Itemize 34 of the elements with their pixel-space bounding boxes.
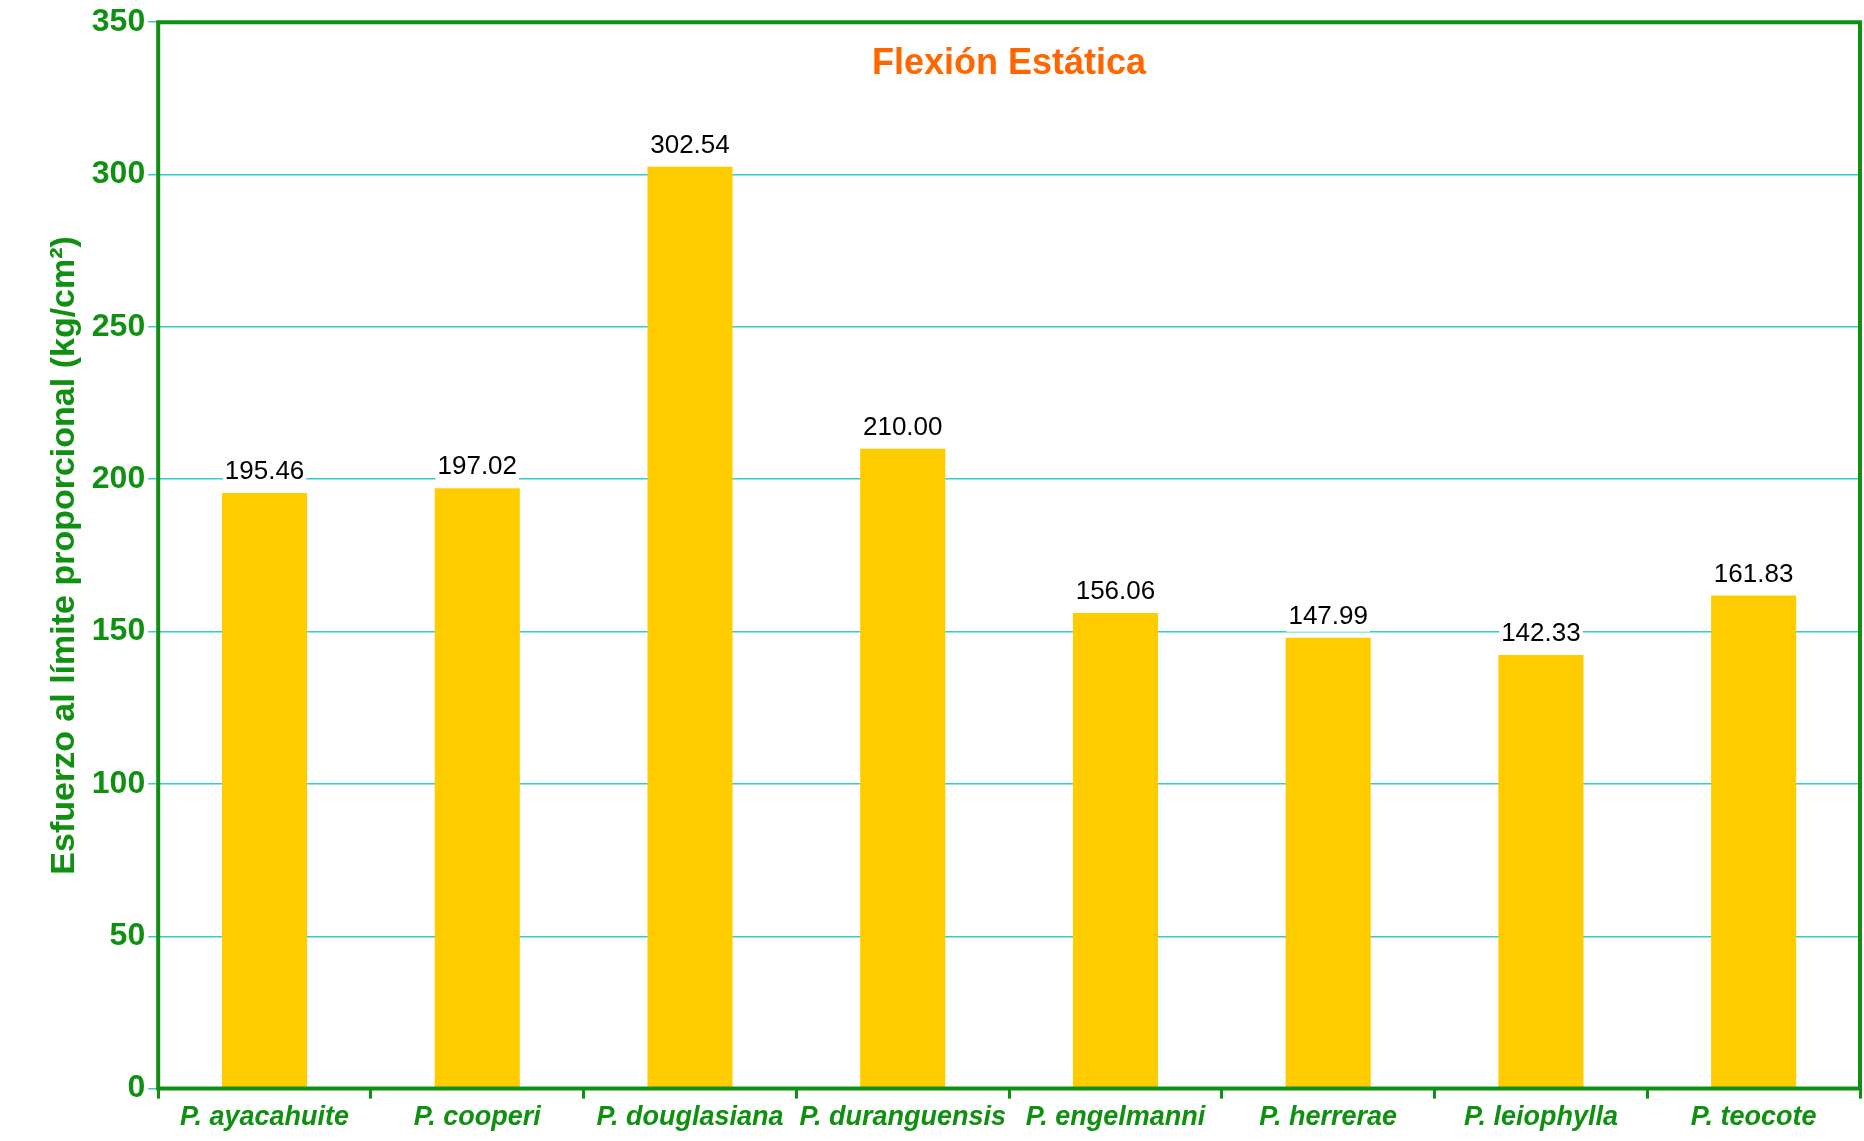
y-tick-label: 300 <box>91 154 146 191</box>
bar <box>1711 595 1797 1088</box>
bar <box>222 493 308 1088</box>
x-tick-label: P. ayacahuite <box>180 1101 350 1132</box>
bar <box>1072 613 1158 1088</box>
data-label: 195.46 <box>224 455 305 486</box>
bar <box>434 488 520 1088</box>
text: Flexión Estática <box>872 41 1148 83</box>
y-tick-label: 150 <box>91 611 146 648</box>
data-label: 156.06 <box>1075 575 1156 606</box>
y-tick-label: 200 <box>91 459 146 496</box>
bar <box>1285 637 1371 1088</box>
data-label: 142.33 <box>1501 617 1581 648</box>
y-tick-label: 100 <box>91 763 146 800</box>
data-label: 197.02 <box>437 450 518 481</box>
bar <box>860 448 946 1088</box>
y-axis-title: Esfuerzo al límite proporcional (kg/cm²) <box>42 236 81 875</box>
y-tick-label: 350 <box>91 2 146 39</box>
y-tick-label: 50 <box>109 916 146 953</box>
x-tick-label: P. engelmanni <box>1025 1101 1206 1132</box>
x-tick-label: P. douglasiana <box>596 1101 784 1132</box>
x-tick-label: P. herrerae <box>1259 1101 1397 1132</box>
data-label: 302.54 <box>650 128 730 159</box>
x-tick-label: P. cooperi <box>413 1101 542 1132</box>
x-tick-label: P. leiophylla <box>1463 1101 1618 1132</box>
y-tick-label: 0 <box>127 1068 146 1105</box>
x-tick-label: P. teocote <box>1690 1101 1817 1132</box>
data-label: 147.99 <box>1288 599 1368 630</box>
data-label: 210.00 <box>862 410 943 441</box>
bar <box>1498 654 1584 1088</box>
bar <box>647 166 733 1088</box>
x-tick-label: P. duranguensis <box>799 1101 1007 1132</box>
y-tick-label: 250 <box>91 306 146 343</box>
data-label: 161.83 <box>1713 557 1794 588</box>
